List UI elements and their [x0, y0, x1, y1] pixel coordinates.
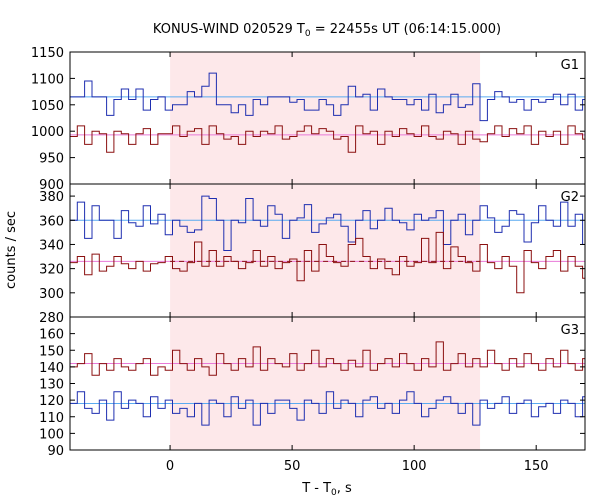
x-tick-label: 100 — [402, 459, 427, 474]
y-axis-label: counts / sec — [4, 211, 19, 289]
y-tick-label: 340 — [39, 238, 64, 253]
y-tick-label: 90 — [47, 444, 64, 459]
series-red — [70, 341, 585, 376]
y-tick-label: 280 — [39, 311, 64, 326]
y-tick-label: 900 — [39, 178, 64, 193]
panel-g1: 900 950 1000 1050 1100 1150 G1 — [31, 46, 586, 193]
y-tick-label: 1000 — [31, 125, 64, 140]
panel-label: G2 — [561, 190, 579, 205]
series-blue — [70, 391, 585, 426]
y-tick-label: 1100 — [31, 72, 64, 87]
y-tick-label: 110 — [39, 411, 64, 426]
y-tick-label: 320 — [39, 263, 64, 278]
y-tick-label: 150 — [39, 344, 64, 359]
series-blue — [70, 72, 585, 122]
panel-g2: 280 300 320 340 360 380 G2 — [39, 183, 586, 326]
panel-label: G1 — [561, 58, 579, 73]
panel-label: G3 — [561, 323, 579, 338]
y-tick-label: 300 — [39, 287, 64, 302]
shaded-interval — [170, 52, 481, 184]
y-tick-label: 100 — [39, 427, 64, 442]
y-tick-label: 1050 — [31, 99, 64, 114]
y-tick-label: 130 — [39, 378, 64, 393]
x-tick-label: 0 — [166, 459, 174, 474]
series-red — [70, 125, 585, 153]
y-tick-label: 160 — [39, 328, 64, 343]
y-tick-label: 140 — [39, 361, 64, 376]
x-tick-label: 150 — [524, 459, 549, 474]
chart-title: KONUS-WIND 020529 T0 = 22455s UT (06:14:… — [153, 22, 501, 39]
shaded-interval — [170, 317, 481, 450]
y-tick-label: 360 — [39, 214, 64, 229]
x-axis-label: T - T0, s — [301, 481, 352, 498]
panels: 9009501000105011001150G12803003203403603… — [31, 46, 586, 474]
series-blue — [70, 195, 585, 251]
y-tick-label: 1150 — [31, 46, 64, 61]
y-tick-label: 120 — [39, 394, 64, 409]
series-red — [70, 231, 585, 294]
y-tick-label: 380 — [39, 190, 64, 205]
x-tick-label: 50 — [284, 459, 301, 474]
y-tick-label: 950 — [39, 152, 64, 167]
